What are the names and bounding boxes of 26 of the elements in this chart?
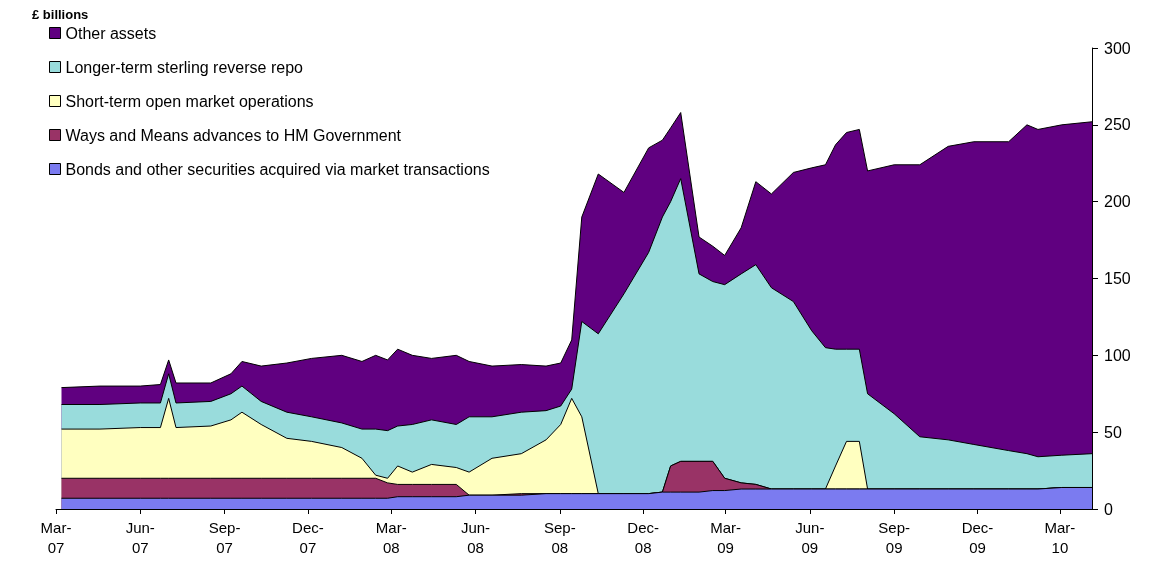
x-tick-label: Jun- 09 [795,518,825,556]
y-axis-title: £ billions [32,7,89,22]
legend-label: Ways and Means advances to HM Government [65,126,402,144]
y-tick-label: 50 [1104,423,1122,441]
x-tick-label: Mar- 07 [40,518,72,556]
y-tick-label: 0 [1104,500,1113,518]
x-tick-label: Sep- 09 [878,518,910,556]
x-tick-label: Mar- 09 [710,518,742,556]
x-tick-label: Sep- 08 [543,518,576,556]
legend-label: Bonds and other securities acquired via market transactions [65,160,490,178]
y-tick-label: 200 [1104,193,1131,211]
x-tick-label: Mar- 08 [375,518,407,556]
legend-label: Other assets [65,24,157,42]
x-tick-label: Jun- 08 [460,518,491,556]
x-tick-label: Mar- 10 [1044,518,1076,556]
y-tick-label: 250 [1104,116,1131,134]
legend-label: Longer-term sterling reverse repo [65,58,304,76]
x-tick-label: Jun- 07 [125,518,155,556]
y-tick-label: 150 [1104,270,1131,287]
x-tick-label: Sep- 07 [208,518,241,556]
legend-label: Short-term open market operations [65,92,314,110]
x-tick-label: Dec- 07 [292,518,324,556]
y-tick-label: 300 [1104,39,1131,57]
y-tick-label: 100 [1104,346,1131,364]
x-tick-label: Dec- 09 [961,518,994,556]
x-tick-label: Dec- 08 [627,518,659,556]
